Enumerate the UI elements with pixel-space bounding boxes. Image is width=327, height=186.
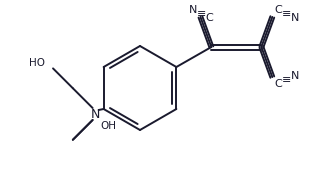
Text: N: N xyxy=(291,71,300,81)
Text: OH: OH xyxy=(101,121,117,131)
Text: N: N xyxy=(91,108,100,121)
Text: ≡: ≡ xyxy=(282,9,291,19)
Text: C: C xyxy=(274,79,282,89)
Text: ≡: ≡ xyxy=(282,75,291,85)
Text: HO: HO xyxy=(29,58,45,68)
Text: N: N xyxy=(291,13,300,23)
Text: C: C xyxy=(206,13,213,23)
Text: ≡: ≡ xyxy=(197,9,206,19)
Text: N: N xyxy=(189,5,198,15)
Text: C: C xyxy=(274,5,282,15)
